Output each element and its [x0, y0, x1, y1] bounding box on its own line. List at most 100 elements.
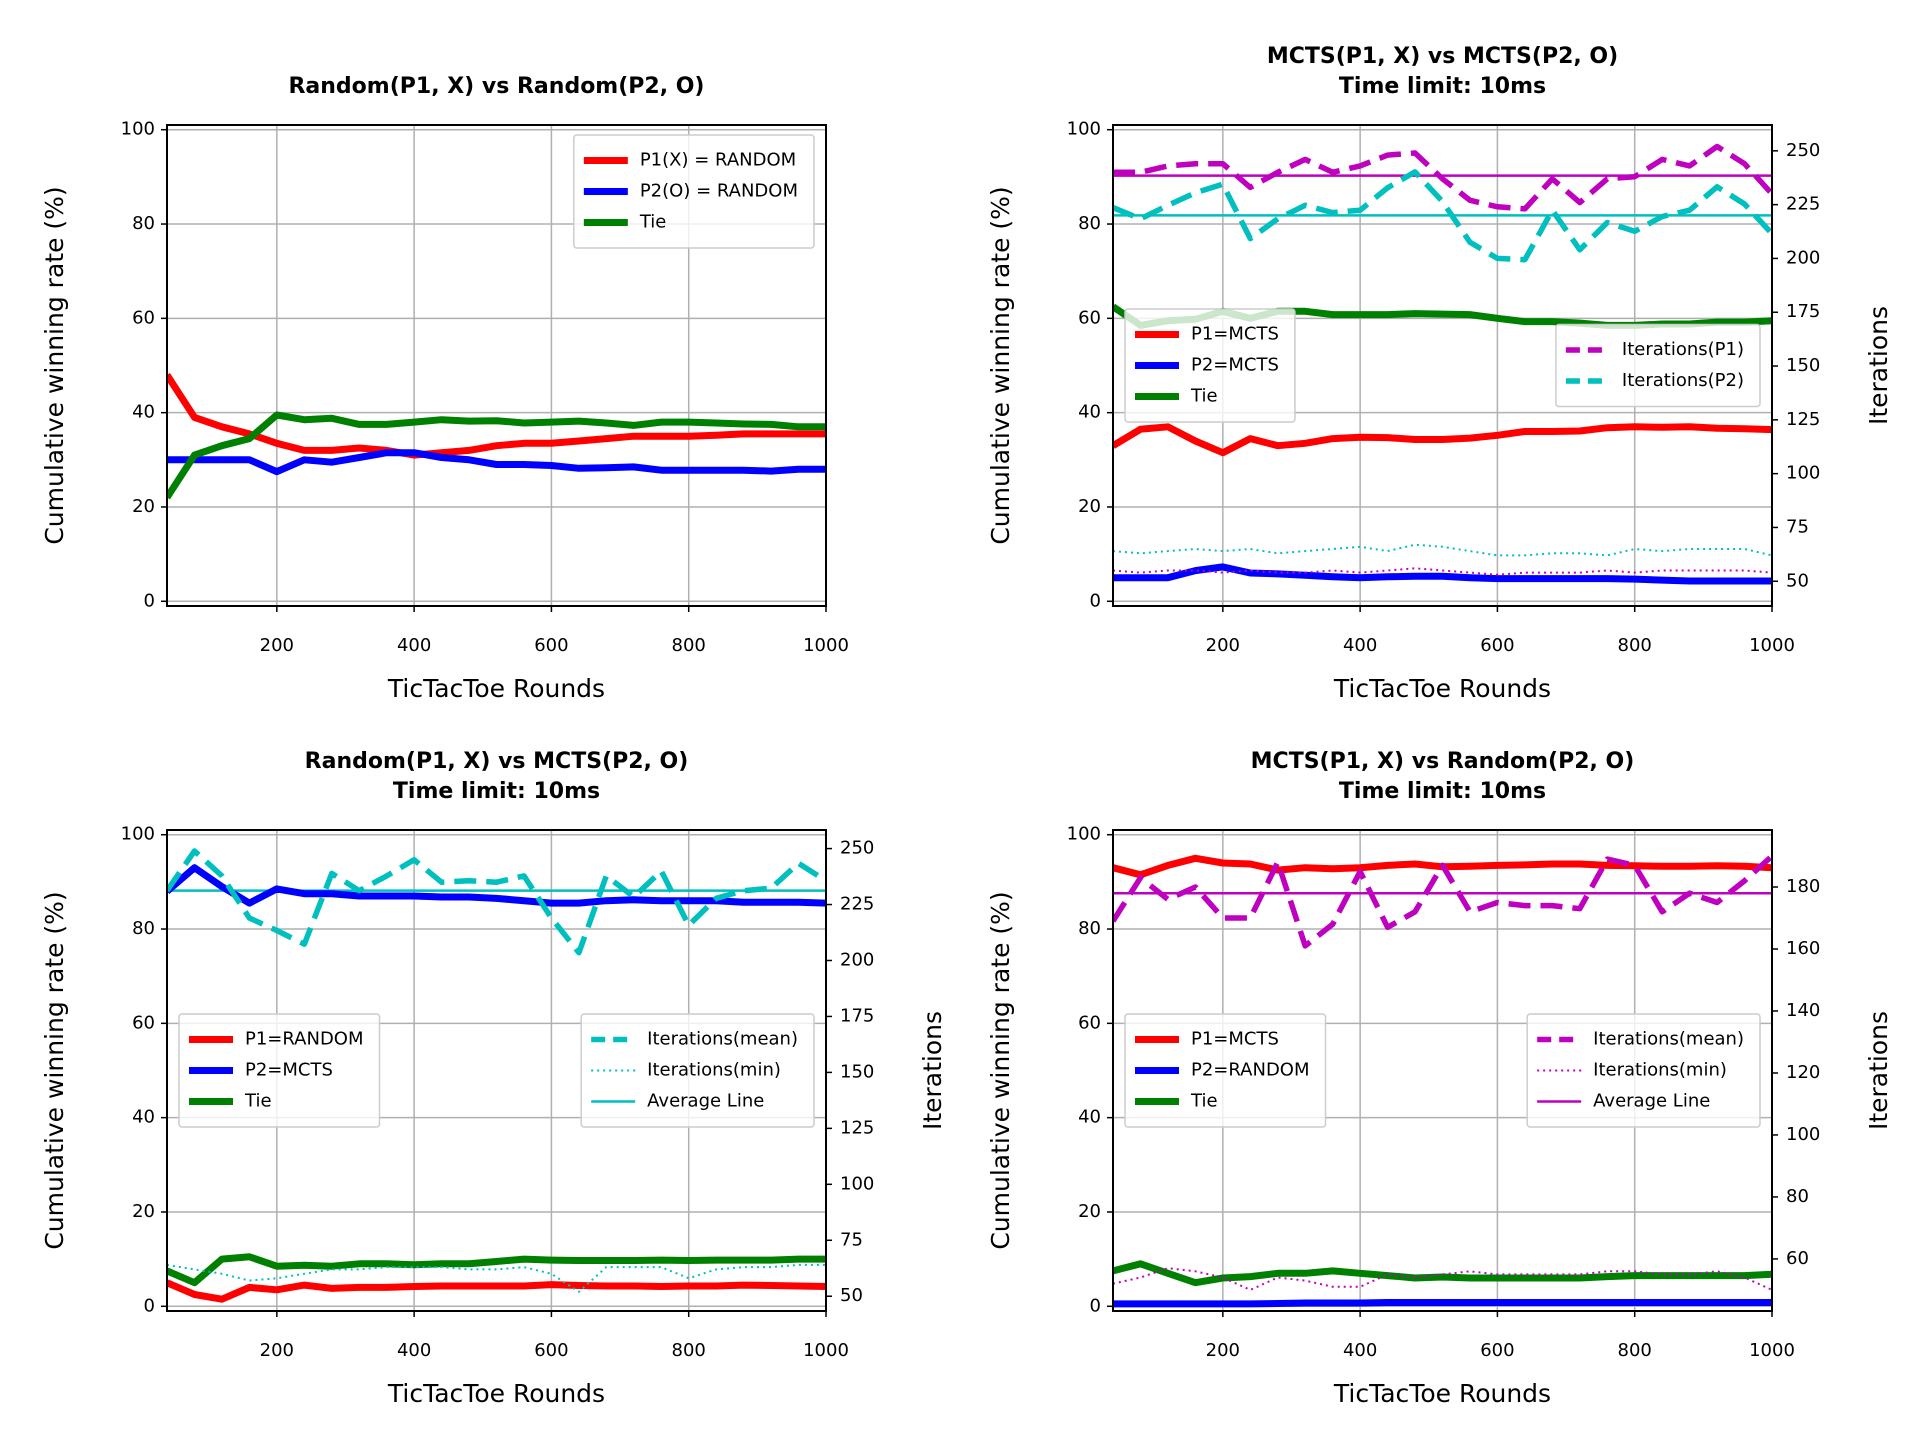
legend-label: Tie — [244, 1091, 272, 1112]
y-tick-label: 80 — [1078, 918, 1101, 939]
legend-label: Tie — [1190, 1091, 1218, 1112]
series-line — [1113, 567, 1772, 576]
x-axis-label: TicTacToe Rounds — [1333, 674, 1551, 703]
legend-box — [1555, 323, 1761, 408]
legend-box — [580, 1013, 815, 1128]
legend-label: P2=MCTS — [245, 1060, 333, 1081]
y-tick-label: 80 — [132, 918, 155, 939]
chart-subtitle: Time limit: 10ms — [393, 779, 600, 804]
y-tick-label: 100 — [1067, 119, 1101, 140]
x-tick-label: 800 — [1618, 1340, 1652, 1361]
y-tick-label: 100 — [121, 824, 155, 845]
y2-tick-label: 100 — [840, 1173, 874, 1194]
series-line — [1113, 1260, 1772, 1287]
y2-tick-label: 125 — [1786, 409, 1820, 430]
legend: Iterations(mean) Iterations(min) Average L… — [580, 1013, 815, 1128]
y-tick-label: 60 — [132, 1012, 155, 1033]
x-tick-label: 400 — [1343, 635, 1377, 656]
plot-area — [167, 848, 826, 1303]
y2-tick-label: 160 — [1786, 938, 1820, 959]
plot-frame — [1112, 124, 1773, 607]
legend-label: Average Line — [1593, 1091, 1710, 1112]
y2-tick-label: 150 — [1786, 355, 1820, 376]
legend: P1=MCTS P2=MCTS Tie — [1124, 308, 1296, 423]
legend-label: Iterations(P2) — [1622, 370, 1744, 391]
legend-label: Iterations(min) — [1593, 1060, 1727, 1081]
legend: P1(X) = RANDOM P2(O) = RANDOM Tie — [573, 134, 815, 249]
x-tick-label: 600 — [534, 1340, 568, 1361]
y-axis-label: Cumulative winning rate (%) — [986, 891, 1015, 1249]
chart-panel: MCTS(P1, X) vs Random(P2, O) Time limit: … — [986, 749, 1893, 1408]
series-line — [167, 1263, 826, 1293]
chart-title: MCTS(P1, X) vs Random(P2, O) — [1251, 749, 1635, 774]
y2-tick-label: 60 — [1786, 1248, 1809, 1269]
y-tick-label: 80 — [132, 213, 155, 234]
x-tick-label: 800 — [1618, 635, 1652, 656]
y-axis-label: Cumulative winning rate (%) — [40, 891, 69, 1249]
series-line — [1113, 563, 1772, 585]
y-tick-label: 40 — [1078, 402, 1101, 423]
series-line — [167, 1279, 826, 1303]
y-tick-label: 20 — [132, 496, 155, 517]
x-tick-label: 400 — [1343, 1340, 1377, 1361]
y-tick-label: 100 — [121, 119, 155, 140]
chart-title: Random(P1, X) vs MCTS(P2, O) — [305, 749, 689, 774]
y-tick-label: 100 — [1067, 824, 1101, 845]
y2-tick-label: 250 — [840, 838, 874, 859]
plot-frame — [166, 829, 827, 1312]
x-tick-label: 600 — [1480, 1340, 1514, 1361]
legend-label: Tie — [1190, 386, 1218, 407]
legend-label: Iterations(mean) — [1593, 1029, 1744, 1050]
y2-tick-label: 175 — [1786, 301, 1820, 322]
legend-label: Average Line — [647, 1091, 764, 1112]
x-tick-label: 1000 — [803, 635, 849, 656]
y2-tick-label: 75 — [1786, 516, 1809, 537]
chart-panel: Random(P1, X) vs MCTS(P2, O) Time limit: … — [40, 749, 947, 1408]
y-tick-label: 80 — [1078, 213, 1101, 234]
series-line — [167, 449, 826, 476]
series-line — [167, 1253, 826, 1287]
x-tick-label: 600 — [1480, 635, 1514, 656]
y2-tick-label: 50 — [1786, 570, 1809, 591]
x-tick-label: 200 — [260, 1340, 294, 1361]
y-tick-label: 20 — [1078, 496, 1101, 517]
x-tick-label: 1000 — [803, 1340, 849, 1361]
plot-area — [167, 372, 826, 500]
y-tick-label: 40 — [132, 402, 155, 423]
y2-tick-label: 150 — [840, 1061, 874, 1082]
y2-axis-label: Iterations — [1864, 306, 1893, 425]
legend-label: P1=RANDOM — [245, 1029, 364, 1050]
chart-title: MCTS(P1, X) vs MCTS(P2, O) — [1267, 44, 1618, 69]
legend-box — [1526, 1013, 1761, 1128]
y2-tick-label: 125 — [840, 1117, 874, 1138]
y2-tick-label: 80 — [1786, 1186, 1809, 1207]
y-tick-label: 60 — [132, 307, 155, 328]
y-axis-label: Cumulative winning rate (%) — [40, 186, 69, 544]
y2-axis-label: Iterations — [1864, 1011, 1893, 1130]
y-tick-label: 60 — [1078, 307, 1101, 328]
x-tick-label: 400 — [397, 1340, 431, 1361]
y2-axis-label: Iterations — [918, 1011, 947, 1130]
y-tick-label: 40 — [132, 1107, 155, 1128]
series-line — [1113, 853, 1772, 949]
legend-label: Iterations(P1) — [1622, 339, 1744, 360]
chart-panel: MCTS(P1, X) vs MCTS(P2, O) Time limit: 10… — [986, 44, 1893, 703]
series-line — [1113, 423, 1772, 457]
legend-label: P1=MCTS — [1191, 324, 1279, 345]
x-tick-label: 200 — [260, 635, 294, 656]
y2-tick-label: 180 — [1786, 876, 1820, 897]
x-axis-label: TicTacToe Rounds — [387, 674, 605, 703]
legend-label: Iterations(min) — [647, 1060, 781, 1081]
series-line — [1113, 169, 1772, 263]
series-line — [167, 372, 826, 459]
y2-tick-label: 250 — [1786, 140, 1820, 161]
series-line — [167, 411, 826, 500]
plot-area — [1113, 853, 1772, 1308]
x-axis-label: TicTacToe Rounds — [1333, 1379, 1551, 1408]
y-tick-label: 20 — [132, 1201, 155, 1222]
legend: Iterations(P1) Iterations(P2) — [1555, 323, 1761, 408]
legend: Iterations(mean) Iterations(min) Average L… — [1526, 1013, 1761, 1128]
